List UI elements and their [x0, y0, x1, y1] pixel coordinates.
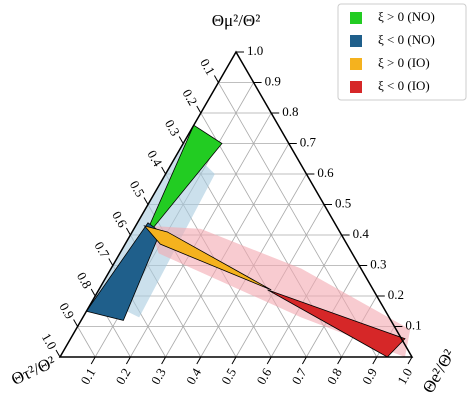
mu-tick-label: 0.4	[353, 226, 370, 241]
legend-swatch	[350, 81, 362, 93]
tick-mark	[196, 105, 202, 114]
legend-label: ξ < 0 (NO)	[378, 32, 435, 47]
tick-mark	[372, 356, 378, 365]
e-tick-label: 0.8	[324, 365, 345, 387]
legend-label: ξ > 0 (IO)	[378, 55, 430, 70]
mu-tick-label: 0.3	[370, 256, 386, 271]
tick-mark	[178, 136, 184, 144]
legend-swatch	[350, 35, 362, 47]
tick-mark	[213, 75, 219, 83]
axis-label-top: Θμ²/Θ²	[212, 11, 261, 30]
mu-tick-label: 0.1	[405, 317, 421, 332]
legend-swatch	[350, 58, 362, 70]
mu-tick-label: 0.9	[265, 73, 281, 88]
tick-mark	[73, 319, 79, 327]
mu-tick-label: 1.0	[247, 43, 263, 58]
tick-mark	[108, 258, 114, 266]
tau-tick-label: 0.2	[180, 86, 201, 108]
tau-tick-label: 1.0	[39, 330, 60, 352]
mu-tick-label: 0.2	[388, 287, 404, 302]
e-tick-label: 0.3	[148, 365, 169, 387]
legend-label: ξ > 0 (NO)	[378, 9, 435, 24]
mu-tick-label: 0.5	[335, 195, 351, 210]
tick-mark	[161, 166, 167, 175]
tick-mark	[143, 197, 149, 205]
tau-tick-label: 0.7	[92, 239, 113, 261]
tau-tick-label: 0.1	[197, 56, 218, 78]
tick-mark	[337, 356, 343, 365]
axis-label-right: Θe²/Θ²	[419, 346, 459, 396]
legend-swatch	[350, 12, 362, 24]
e-tick-label: 0.2	[113, 365, 134, 387]
tau-tick-label: 0.4	[144, 147, 165, 169]
tau-tick-label: 0.3	[162, 117, 183, 139]
region	[143, 225, 272, 291]
mu-tick-label: 0.7	[300, 134, 317, 149]
tick-mark	[125, 356, 131, 365]
tick-mark	[196, 356, 202, 365]
e-tick-label: 0.1	[77, 365, 98, 387]
legend-label: ξ < 0 (IO)	[378, 78, 430, 93]
mu-tick-label: 0.6	[317, 165, 334, 180]
tick-mark	[266, 356, 272, 365]
tau-tick-label: 0.8	[74, 269, 95, 291]
tick-mark	[407, 356, 413, 365]
legend-box	[337, 3, 467, 101]
e-tick-label: 1.0	[394, 365, 415, 387]
axis-label-left: Θτ²/Θ²	[8, 352, 58, 389]
tick-mark	[125, 227, 131, 236]
tau-tick-label: 0.6	[109, 208, 130, 230]
tick-mark	[231, 356, 237, 365]
tick-mark	[90, 288, 96, 297]
e-tick-label: 0.9	[359, 365, 380, 387]
tick-mark	[90, 356, 96, 365]
tick-mark	[301, 356, 307, 365]
mu-tick-label: 0.8	[282, 104, 298, 119]
tick-mark	[161, 356, 167, 365]
tau-tick-label: 0.9	[56, 300, 77, 322]
e-tick-label: 0.5	[218, 365, 239, 387]
grid-line	[77, 326, 96, 358]
e-tick-label: 0.6	[253, 365, 274, 387]
region	[267, 289, 406, 358]
e-tick-label: 0.4	[183, 365, 204, 387]
tick-mark	[55, 349, 61, 358]
tau-tick-label: 0.5	[127, 178, 148, 200]
e-tick-label: 0.7	[289, 365, 310, 387]
